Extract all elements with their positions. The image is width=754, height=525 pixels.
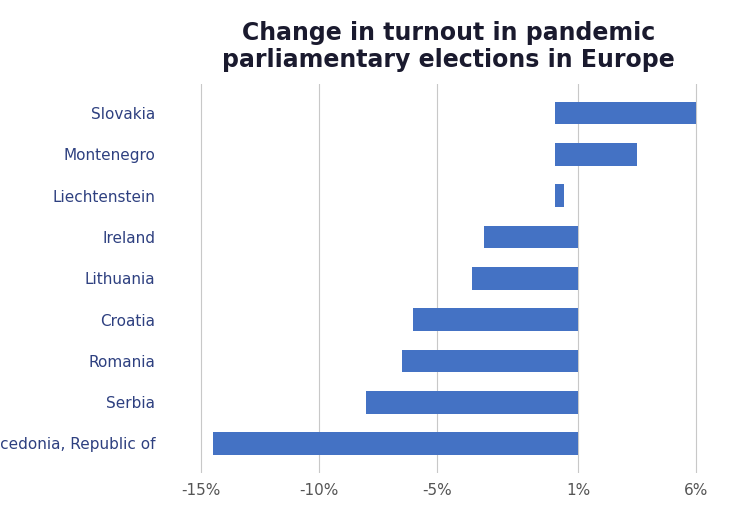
Bar	[555, 102, 696, 124]
Bar	[366, 391, 578, 414]
Title: Change in turnout in pandemic
parliamentary elections in Europe: Change in turnout in pandemic parliament…	[222, 20, 675, 72]
Bar	[484, 226, 578, 248]
Bar	[472, 267, 578, 290]
Bar	[555, 184, 564, 207]
Bar	[413, 308, 578, 331]
Bar	[401, 350, 578, 372]
Bar	[555, 143, 637, 166]
Bar	[213, 432, 578, 455]
